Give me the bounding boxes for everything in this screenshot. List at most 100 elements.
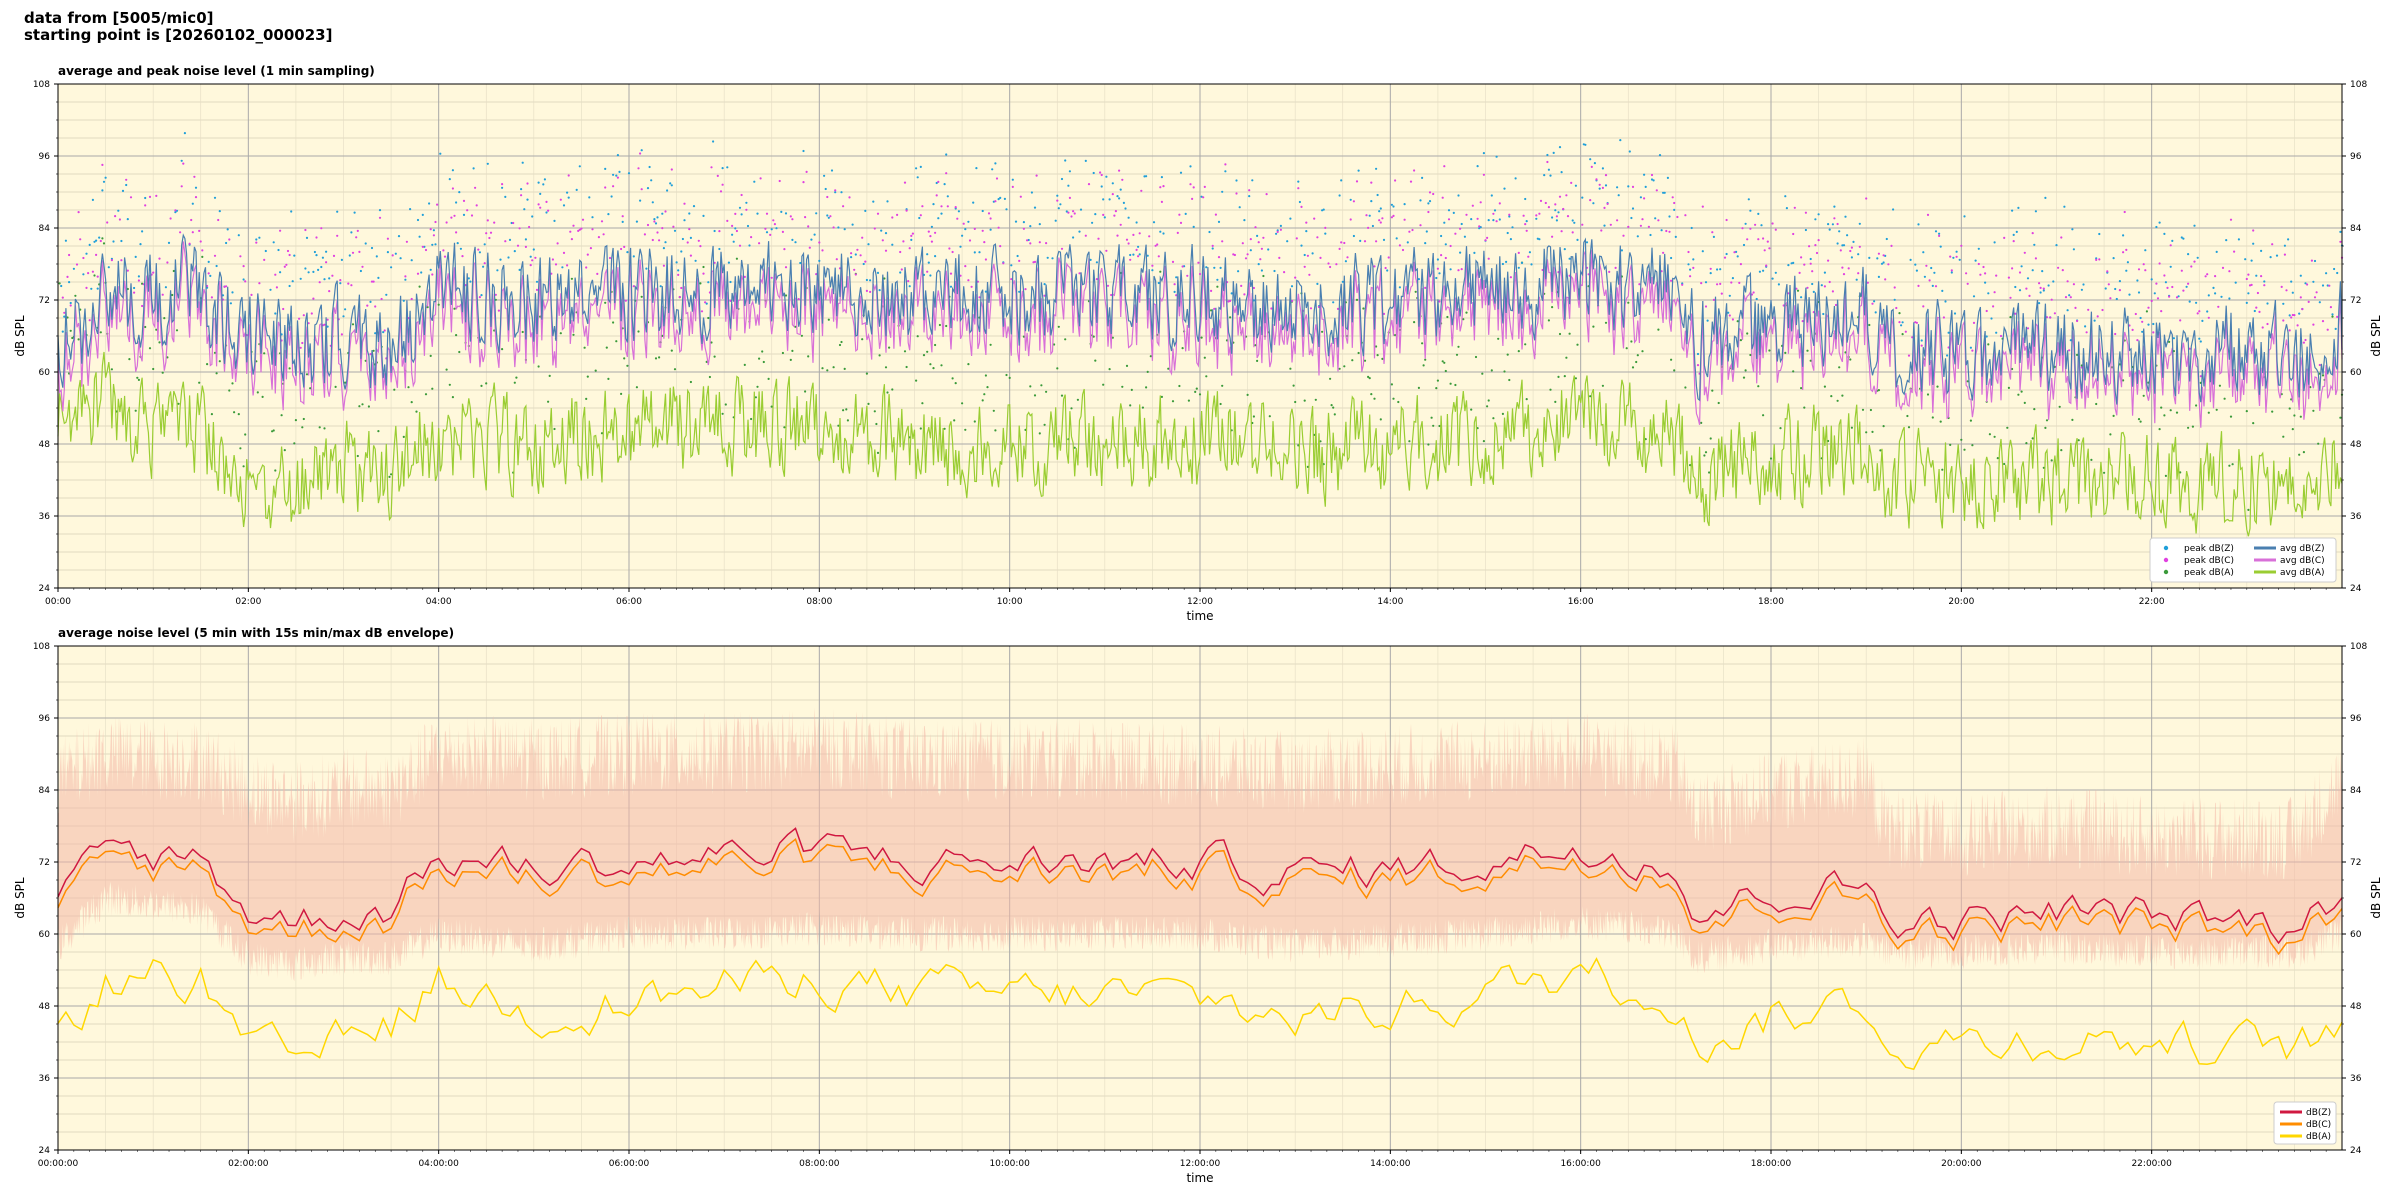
peak-z-point	[1727, 311, 1730, 314]
peak-a-point	[1108, 368, 1111, 371]
peak-z-point	[932, 203, 935, 206]
peak-c-point	[1746, 238, 1749, 241]
peak-c-point	[1696, 364, 1700, 367]
peak-a-point	[1568, 332, 1571, 335]
peak-a-point	[707, 316, 710, 320]
peak-z-point	[1217, 220, 1221, 223]
peak-c-point	[859, 254, 862, 257]
peak-c-point	[2011, 267, 2014, 270]
peak-c-point	[2313, 296, 2317, 299]
peak-a-point	[635, 386, 639, 389]
peak-c-point	[404, 275, 407, 278]
peak-c-point	[848, 196, 851, 199]
xtick-label: 20:00	[1948, 597, 1974, 607]
peak-c-point	[1148, 235, 1151, 238]
peak-z-point	[1395, 237, 1398, 240]
peak-c-point	[621, 215, 624, 218]
peak-a-point	[134, 409, 137, 412]
peak-c-point	[662, 264, 666, 267]
peak-z-point	[1838, 230, 1841, 233]
peak-z-point	[215, 264, 218, 268]
peak-c-point	[2066, 280, 2069, 283]
peak-z-point	[1601, 167, 1604, 170]
peak-c-point	[589, 247, 593, 250]
peak-z-point	[218, 210, 221, 213]
peak-z-point	[729, 280, 732, 284]
peak-c-point	[1609, 223, 1612, 226]
peak-a-point	[2195, 404, 2198, 407]
peak-a-point	[1408, 440, 1411, 443]
peak-c-point	[69, 304, 72, 307]
peak-z-point	[727, 261, 731, 264]
peak-a-point	[163, 317, 166, 320]
peak-z-point	[2031, 269, 2034, 272]
peak-z-point	[2082, 283, 2085, 286]
peak-c-point	[188, 242, 191, 245]
peak-a-point	[424, 393, 428, 396]
peak-z-point	[85, 252, 88, 255]
peak-z-point	[1016, 254, 1019, 258]
peak-c-point	[1920, 344, 1923, 347]
peak-z-point	[2153, 292, 2156, 295]
peak-c-point	[2007, 276, 2010, 279]
peak-z-point	[342, 315, 345, 318]
peak-z-point	[1457, 194, 1460, 197]
peak-z-point	[95, 239, 98, 242]
peak-z-point	[1762, 269, 1765, 272]
peak-z-point	[69, 301, 72, 305]
peak-z-point	[1332, 301, 1335, 304]
peak-a-point	[1749, 353, 1752, 357]
peak-c-point	[2245, 277, 2248, 281]
peak-c-point	[120, 259, 123, 262]
peak-z-point	[1589, 158, 1592, 161]
peak-z-point	[937, 217, 940, 220]
peak-c-point	[1137, 255, 1140, 258]
peak-a-point	[1454, 383, 1457, 387]
peak-a-point	[1482, 440, 1485, 443]
peak-z-point	[2177, 295, 2180, 298]
peak-a-point	[2025, 442, 2028, 445]
peak-z-point	[1658, 154, 1662, 157]
peak-c-point	[926, 270, 929, 273]
peak-c-point	[201, 249, 204, 252]
peak-z-point	[1785, 207, 1788, 210]
peak-c-point	[983, 241, 986, 244]
peak-z-point	[513, 250, 516, 253]
peak-c-point	[989, 217, 992, 220]
peak-a-point	[886, 391, 889, 394]
peak-a-point	[2058, 405, 2061, 408]
peak-a-point	[1960, 438, 1963, 441]
y-axis-label: dB SPL	[13, 315, 27, 357]
peak-c-point	[602, 233, 605, 236]
peak-a-point	[390, 473, 393, 476]
peak-a-point	[721, 412, 724, 415]
peak-c-point	[2168, 295, 2171, 298]
peak-c-point	[865, 289, 869, 292]
series-db-z	[57, 827, 2343, 945]
peak-a-point	[1444, 369, 1447, 373]
peak-c-point	[2158, 262, 2161, 265]
peak-z-point	[350, 231, 353, 234]
peak-z-point	[2318, 301, 2321, 304]
peak-z-point	[886, 200, 889, 203]
series-db-a	[57, 957, 2343, 1071]
peak-c-point	[758, 242, 761, 245]
peak-c-point	[198, 229, 201, 232]
peak-z-point	[1873, 300, 1876, 303]
peak-c-point	[2068, 349, 2071, 352]
peak-a-point	[137, 378, 140, 381]
peak-a-point	[583, 346, 586, 349]
peak-z-point	[1630, 216, 1633, 220]
peak-c-point	[524, 245, 528, 248]
peak-z-point	[1728, 294, 1731, 297]
peak-a-point	[905, 365, 908, 369]
peak-c-point	[332, 254, 336, 257]
peak-c-point	[1411, 228, 1414, 232]
peak-c-point	[2206, 273, 2209, 276]
peak-z-point	[299, 277, 302, 280]
peak-z-point	[1072, 236, 1075, 239]
peak-a-point	[1861, 408, 1865, 411]
peak-c-point	[534, 256, 537, 259]
peak-c-point	[2328, 284, 2331, 287]
peak-c-point	[1738, 281, 1741, 284]
